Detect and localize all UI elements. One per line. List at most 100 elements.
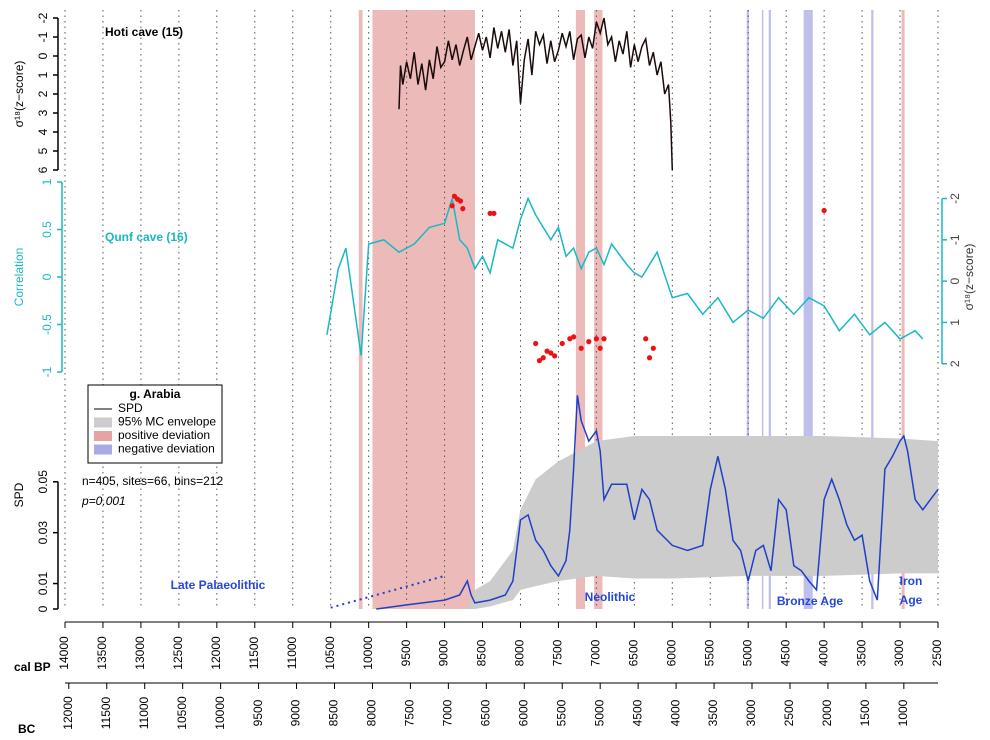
- x2-tick-label: 7000: [441, 699, 455, 726]
- stats-text: n=405, sites=66, bins=212: [82, 474, 223, 488]
- x2-tick-label: 11500: [99, 696, 113, 729]
- x2-tick-label: 6000: [516, 699, 530, 726]
- stats-text: p=0.001: [81, 494, 126, 508]
- x2-tick-label: 8500: [327, 699, 341, 726]
- correlation-point: [487, 210, 493, 216]
- legend-label: negative deviation: [118, 442, 215, 456]
- correlation-point: [540, 355, 546, 361]
- x2-tick-label: 10500: [175, 696, 189, 730]
- x-tick-label: 4500: [778, 639, 792, 666]
- correlation-point: [552, 353, 558, 359]
- x-tick-label: 7000: [589, 639, 603, 666]
- y-tick-label: 6: [36, 166, 50, 173]
- x2-tick-label: 9000: [289, 699, 303, 726]
- x-tick-label: 7500: [551, 639, 565, 666]
- y-tick-label: 5: [36, 147, 50, 154]
- y-tick-label: 0: [36, 52, 50, 59]
- period-label: Bronze Age: [777, 594, 844, 608]
- correlation-point: [821, 207, 827, 214]
- x-tick-label: 9500: [399, 639, 413, 666]
- y-tick-label: 0: [40, 273, 54, 280]
- x-tick-label: 10000: [361, 636, 375, 670]
- x2-tick-label: 12000: [61, 696, 75, 730]
- deviation-band: [761, 10, 764, 609]
- panel-title: Hoti cave (15): [105, 25, 183, 39]
- x-tick-label: 2500: [930, 639, 944, 666]
- y-axis-title: Correlation: [12, 248, 26, 307]
- x2-tick-label: 7500: [403, 699, 417, 726]
- x2-tick-label: 8000: [365, 699, 379, 726]
- legend-swatch: [94, 431, 112, 441]
- x-tick-label: 4000: [816, 639, 830, 666]
- deviation-band: [575, 10, 586, 609]
- y-tick-label: 0.05: [36, 470, 50, 494]
- y-tick-label: -2: [36, 12, 50, 23]
- correlation-point: [491, 210, 497, 216]
- correlation-point: [460, 206, 466, 212]
- y-tick-label: 0: [36, 605, 50, 612]
- x-tick-label: 5000: [740, 639, 754, 666]
- panel-title: Qunf cave (16): [105, 230, 188, 244]
- correlation-point: [536, 358, 543, 364]
- x-tick-label: 11500: [247, 636, 261, 669]
- mc-envelope: [467, 435, 938, 609]
- y-axis-title: σ¹⁸(z−score): [12, 61, 26, 128]
- y-tick-label: -1: [40, 366, 54, 377]
- series-line: [326, 196, 924, 356]
- legend-label: positive deviation: [118, 428, 210, 442]
- y2-tick-label: -2: [948, 193, 962, 204]
- x-tick-label: 6500: [627, 639, 641, 666]
- y-tick-label: 0.5: [40, 221, 54, 238]
- period-label: Age: [900, 593, 923, 607]
- x-tick-label: 8000: [513, 639, 527, 666]
- x2-tick-label: 3500: [706, 699, 720, 726]
- y2-tick-label: -1: [948, 234, 962, 245]
- correlation-point: [457, 198, 464, 204]
- correlation-point: [646, 355, 653, 361]
- correlation-point: [548, 350, 554, 356]
- y2-axis-title: σ¹⁸(z−score): [962, 244, 976, 311]
- correlation-point: [601, 336, 607, 342]
- deviation-band: [372, 10, 475, 609]
- x-tick-label: 3000: [892, 639, 906, 666]
- correlation-point: [597, 345, 603, 351]
- x2-tick-label: 10000: [213, 696, 227, 730]
- x2-tick-label: 1500: [858, 699, 872, 726]
- x-tick-label: 11000: [285, 636, 299, 669]
- legend-label: SPD: [118, 401, 143, 415]
- x-tick-label: 9000: [437, 639, 451, 666]
- series-line: [330, 574, 445, 609]
- x2-tick-label: 11000: [137, 696, 151, 729]
- deviation-band: [871, 10, 874, 609]
- y-tick-label: -0.5: [40, 314, 54, 335]
- period-label: Late Palaeolithic: [171, 578, 266, 592]
- x-tick-label: 14000: [57, 636, 71, 670]
- y-tick-label: 3: [36, 109, 50, 116]
- x-axis-title: cal BP: [14, 660, 51, 674]
- x-tick-label: 12000: [209, 636, 223, 670]
- x2-tick-label: 3000: [744, 699, 758, 726]
- x-tick-label: 3500: [854, 639, 868, 666]
- x2-tick-label: 2500: [782, 699, 796, 726]
- x-tick-label: 10500: [323, 636, 337, 670]
- x2-tick-label: 5000: [592, 699, 606, 726]
- series-line: [398, 17, 674, 171]
- y2-tick-label: 0: [948, 277, 962, 284]
- x-tick-label: 5500: [702, 639, 716, 666]
- x2-tick-label: 1000: [896, 699, 910, 726]
- y-tick-label: 0.01: [36, 572, 50, 596]
- series-line: [376, 395, 939, 610]
- correlation-point: [643, 336, 649, 342]
- correlation-point: [571, 334, 577, 340]
- correlation-point: [593, 336, 599, 342]
- deviation-band: [358, 10, 363, 609]
- y-tick-label: 2: [36, 90, 50, 97]
- y2-tick-label: 2: [948, 360, 962, 367]
- x-tick-label: 13500: [95, 636, 109, 670]
- x2-axis-title: BC: [18, 722, 36, 736]
- x2-tick-label: 4000: [668, 699, 682, 726]
- y-tick-label: 4: [36, 128, 50, 135]
- correlation-point: [559, 340, 565, 347]
- y-axis-title: SPD: [12, 482, 26, 507]
